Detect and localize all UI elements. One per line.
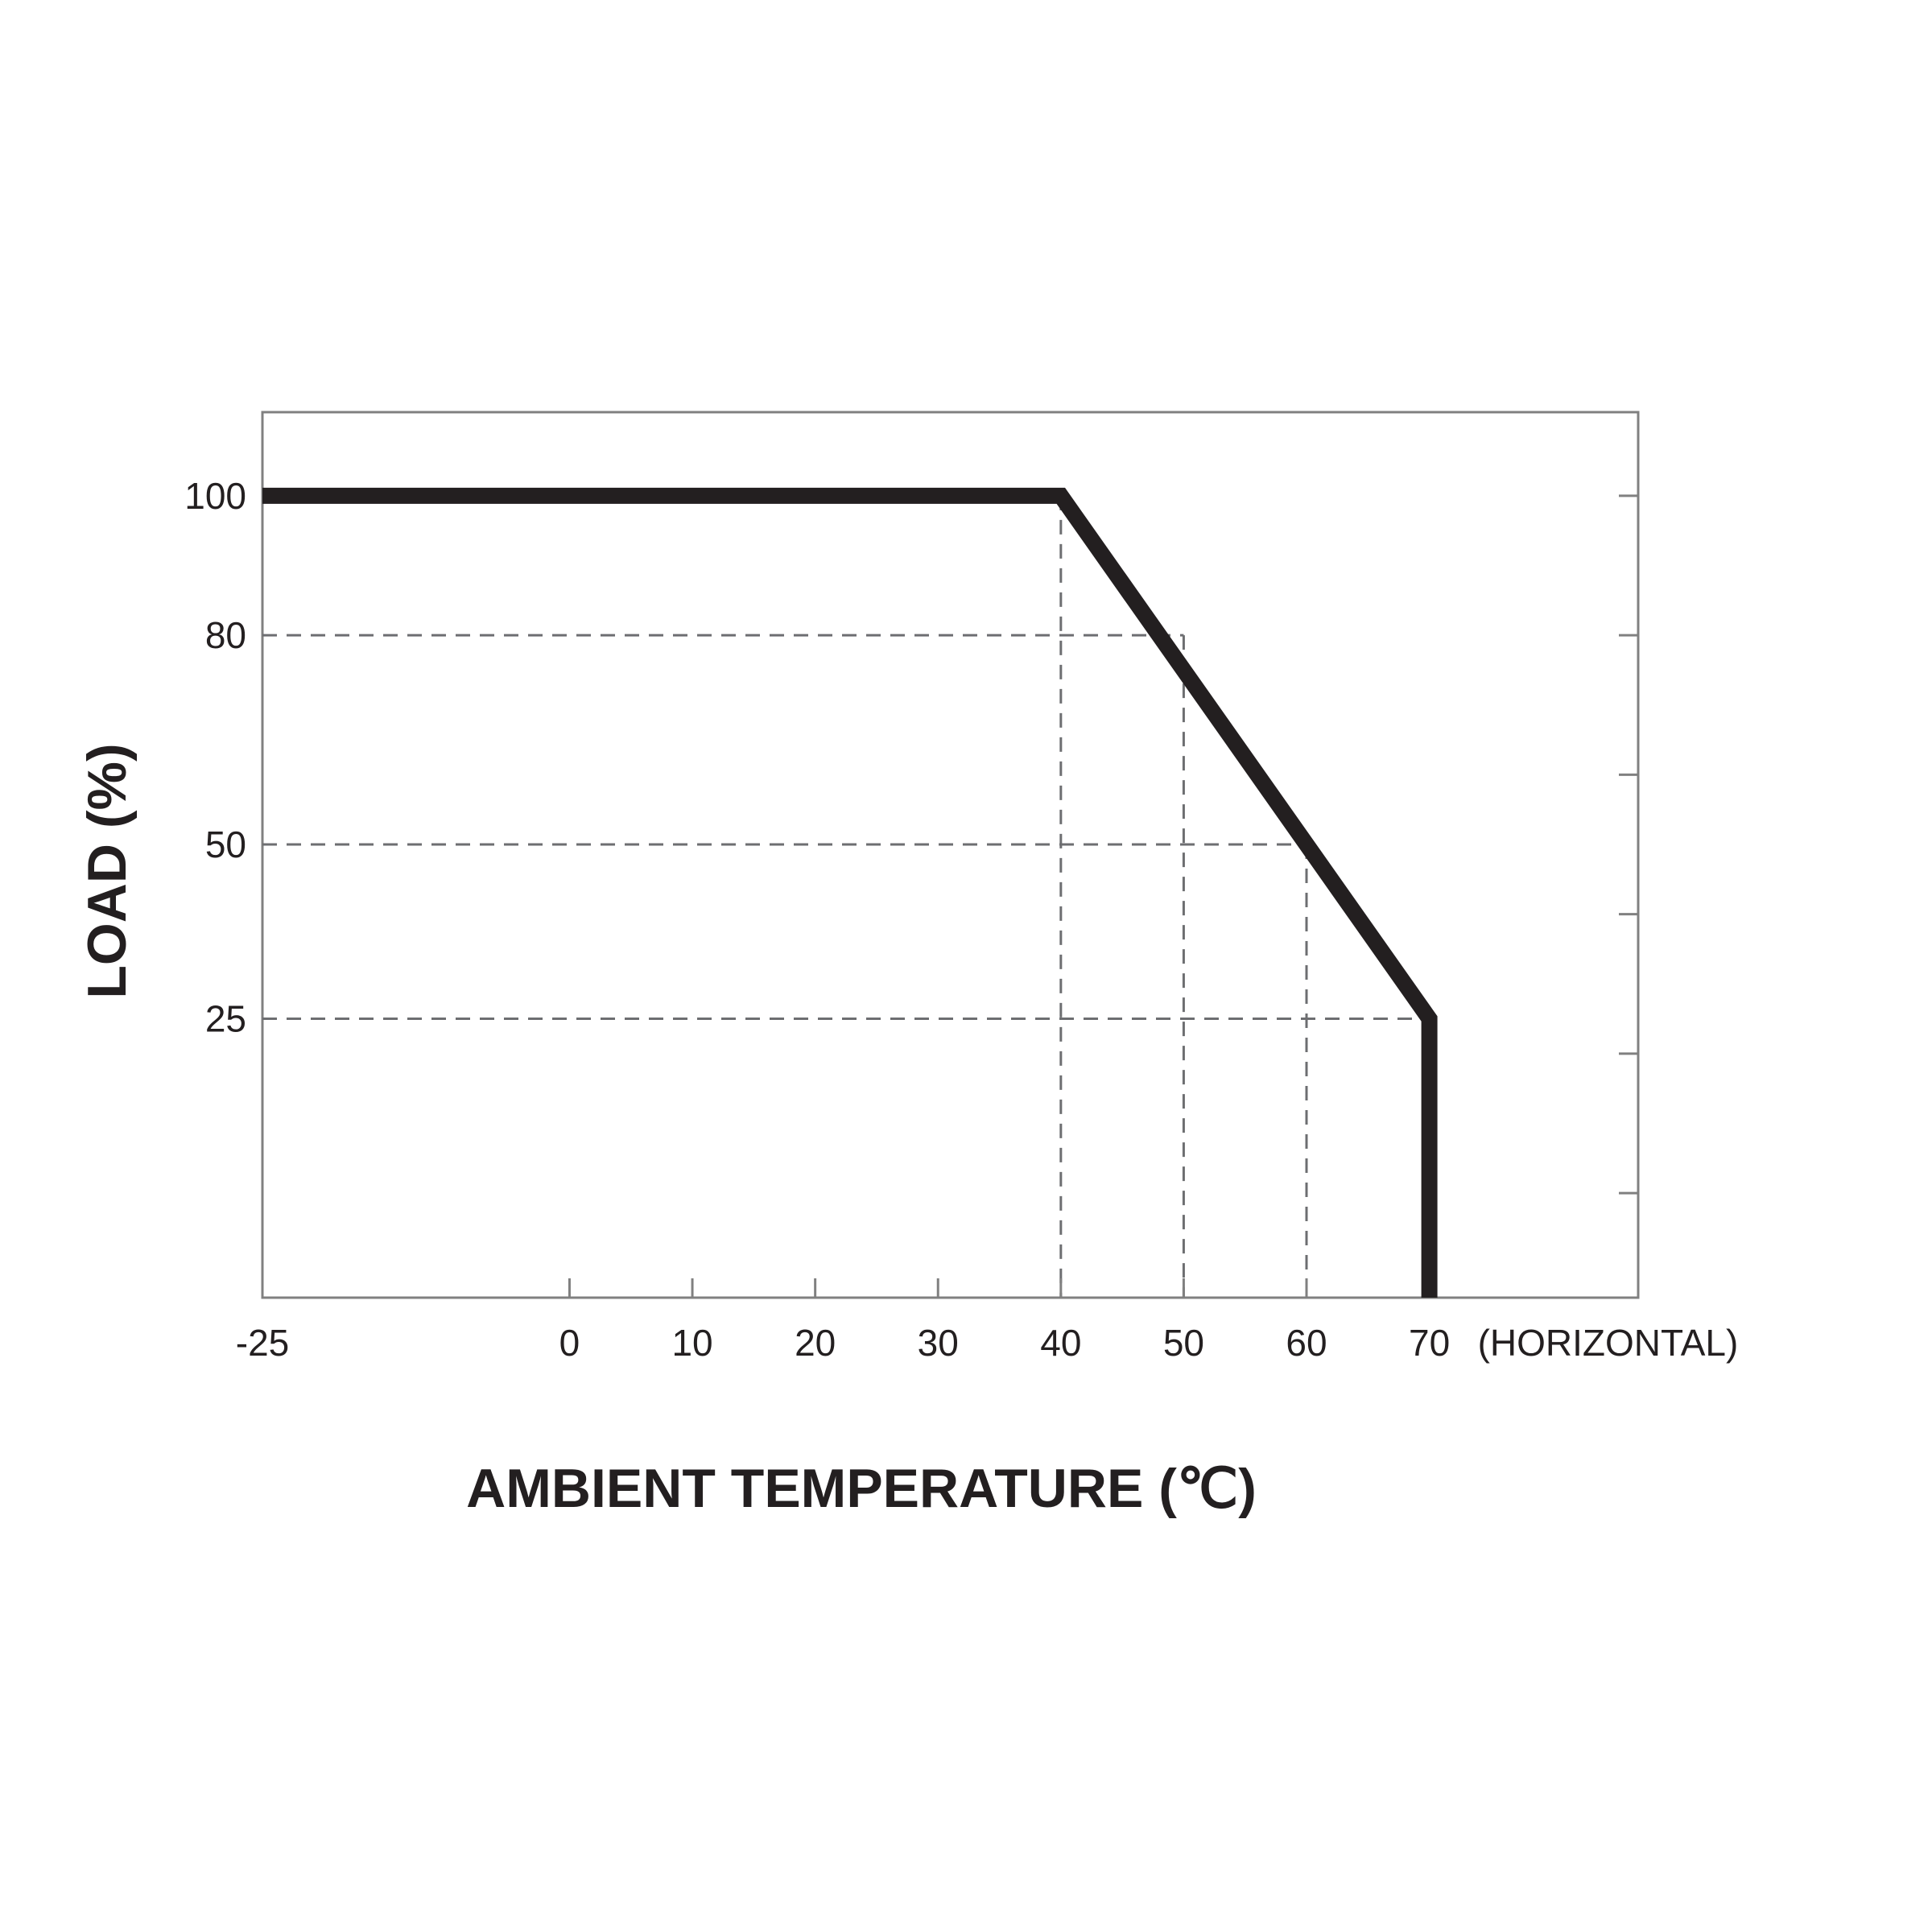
x-axis-title: AMBIENT TEMPERATURE (℃)	[466, 1458, 1257, 1519]
ticks-layer	[568, 494, 1638, 1298]
x-axis-note: (HORIZONTAL)	[1478, 1322, 1739, 1364]
x-tick-label: 10	[671, 1322, 712, 1364]
series-line-0	[262, 487, 1438, 1298]
x-tick-label: 30	[918, 1322, 959, 1364]
plot-frame	[261, 411, 1640, 1299]
x-tick-label: 60	[1286, 1322, 1327, 1364]
x-tick-label: 70	[1409, 1322, 1450, 1364]
x-tick-label: 50	[1163, 1322, 1204, 1364]
x-tick-label: 40	[1040, 1322, 1081, 1364]
x-tick-label: -25	[236, 1322, 289, 1364]
y-tick-label: 80	[205, 614, 246, 656]
x-tick-label: 20	[795, 1322, 836, 1364]
guides-layer	[262, 495, 1431, 1298]
series-layer	[262, 487, 1438, 1298]
labels-layer: -25 0 10 20 30 40 50 60 70 25 50 80 100	[184, 475, 1450, 1364]
x-tick-label: 0	[559, 1322, 580, 1364]
y-axis-title: LOAD (%)	[76, 743, 138, 998]
y-tick-label: 25	[205, 998, 246, 1040]
y-tick-label: 50	[205, 824, 246, 865]
y-tick-label: 100	[184, 475, 246, 517]
